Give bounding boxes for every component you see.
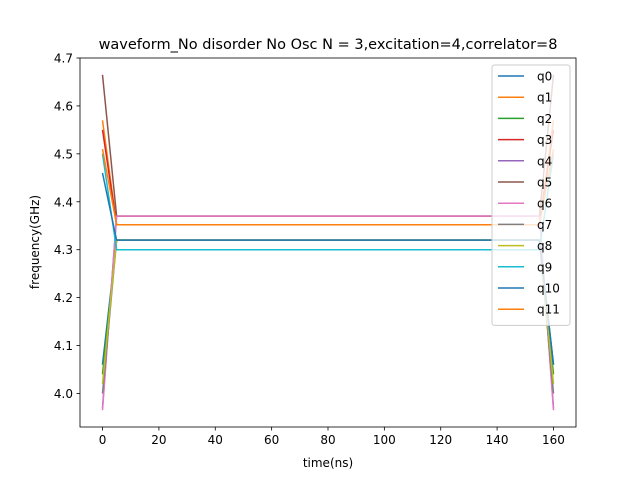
y-tick-label: 4.7: [54, 52, 73, 66]
y-axis-label: frequency(GHz): [28, 195, 42, 289]
y-tick-label: 4.1: [54, 339, 73, 353]
legend-label-q4: q4: [537, 154, 552, 168]
x-tick-label: 40: [208, 433, 223, 447]
x-axis-label: time(ns): [303, 456, 353, 470]
legend-box: [491, 64, 571, 326]
legend-label-q10: q10: [537, 282, 560, 296]
x-tick-label: 160: [542, 433, 565, 447]
legend-label-q7: q7: [537, 218, 552, 232]
x-tick-label: 0: [99, 433, 107, 447]
legend-label-q0: q0: [537, 70, 552, 84]
y-tick-label: 4.3: [54, 243, 73, 257]
legend-label-q8: q8: [537, 239, 552, 253]
legend-label-q6: q6: [537, 197, 552, 211]
chart-title: waveform_No disorder No Osc N = 3,excita…: [99, 37, 558, 53]
y-tick-label: 4.4: [54, 195, 73, 209]
legend-label-q5: q5: [537, 176, 552, 190]
y-tick-label: 4.2: [54, 291, 73, 305]
y-tick-label: 4.5: [54, 147, 73, 161]
legend-label-q1: q1: [537, 91, 552, 105]
axes: 0 20 40 60 80 100 120 140 160 4.0 4.1 4.2 4.3 4.4 4.5 4…: [54, 52, 577, 447]
y-tick-label: 4.6: [54, 99, 73, 113]
y-tick-label: 4.0: [54, 387, 73, 401]
x-tick-label: 20: [151, 433, 166, 447]
x-tick-label: 140: [486, 433, 509, 447]
legend: q0 q1 q2 q3 q4 q5 q6 q7 q8 q9 q10 q11: [491, 64, 571, 326]
x-tick-label: 100: [373, 433, 396, 447]
x-tick-label: 120: [429, 433, 452, 447]
x-tick-label: 80: [320, 433, 335, 447]
legend-label-q2: q2: [537, 112, 552, 126]
x-tick-label: 60: [264, 433, 279, 447]
legend-label-q9: q9: [537, 260, 552, 274]
legend-label-q11: q11: [537, 303, 560, 317]
legend-label-q3: q3: [537, 133, 552, 147]
